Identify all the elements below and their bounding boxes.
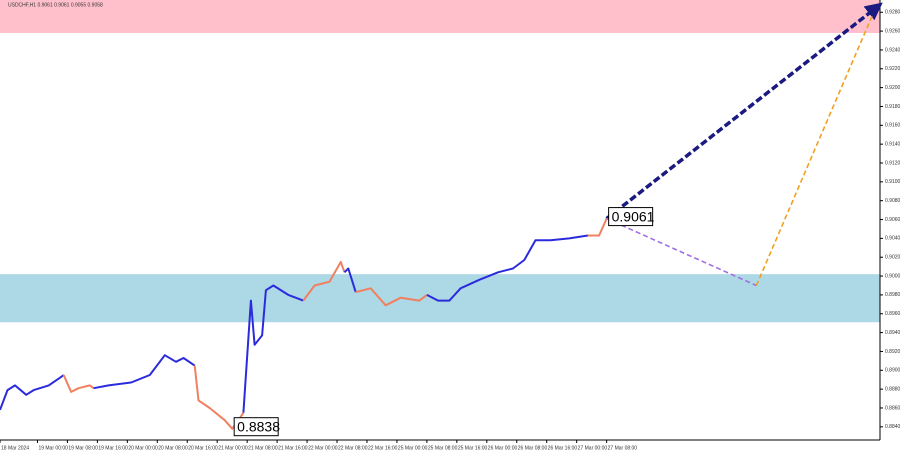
forecast-line [605,2,883,220]
y-tick-label: 0.8980 [885,292,900,298]
annotation: 0.9061 [612,208,655,224]
y-tick-label: 0.9080 [885,198,900,204]
y-tick-label: 0.8920 [885,349,900,355]
price-line [426,234,589,302]
x-tick-label: 21 Mar 16:00 [278,445,308,451]
y-tick-label: 0.9160 [885,123,900,129]
y-tick-label: 0.8940 [885,330,900,336]
y-tick-label: 0.9200 [885,85,900,91]
x-tick-label: 20 Mar 00:00 [128,445,158,451]
x-tick-label: 26 Mar 08:00 [518,445,548,451]
price-line [343,267,357,293]
annotation: 0.8838 [237,418,280,434]
y-tick-label: 0.9100 [885,179,900,185]
x-tick-label: 25 Mar 16:00 [458,445,488,451]
x-tick-label: 20 Mar 16:00 [188,445,218,451]
x-tick-label: 22 Mar 16:00 [368,445,398,451]
x-tick-label: 21 Mar 08:00 [248,445,278,451]
forecast-line [606,217,757,287]
y-tick-label: 0.8840 [885,424,900,430]
x-tick-label: 27 Mar 08:00 [608,445,638,451]
chart-title: USDCHF,H1 0.9061 0.9061 0.9055 0.9058 [8,2,103,8]
x-tick-label: 19 Mar 00:00 [38,445,68,451]
zone [0,0,880,33]
forecast-line [755,14,874,286]
annotation-box [608,207,654,227]
x-tick-label: 26 Mar 16:00 [548,445,578,451]
y-tick-label: 0.9040 [885,236,900,242]
x-tick-label: 19 Mar 16:00 [98,445,128,451]
x-tick-label: 20 Mar 08:00 [158,445,188,451]
x-tick-label: 22 Mar 08:00 [338,445,368,451]
x-tick-label: 25 Mar 08:00 [428,445,458,451]
y-tick-label: 0.9220 [885,66,900,72]
y-tick-label: 0.9240 [885,47,900,53]
annotation-box [233,417,279,437]
price-line [0,374,65,411]
price-line [93,354,196,390]
y-tick-label: 0.8880 [885,386,900,392]
y-tick-label: 0.9060 [885,217,900,223]
price-line [302,260,346,302]
price-line [587,218,608,237]
zone [0,274,880,323]
y-tick-label: 0.9120 [885,160,900,166]
x-tick-label: 27 Mar 00:00 [578,445,608,451]
x-tick-label: 22 Mar 00:00 [308,445,338,451]
y-tick-label: 0.9000 [885,273,900,279]
price-line [62,374,95,393]
y-tick-label: 0.9260 [885,28,900,34]
y-tick-label: 0.9280 [885,10,900,16]
x-tick-label: 21 Mar 00:00 [218,445,248,451]
price-line [242,284,304,413]
x-tick-label: 26 Mar 00:00 [488,445,518,451]
y-tick-label: 0.9180 [885,104,900,110]
x-tick-label: 18 Mar 2024 [1,445,29,451]
x-tick-label: 25 Mar 00:00 [398,445,428,451]
y-tick-label: 0.8900 [885,368,900,374]
y-tick-label: 0.9140 [885,141,900,147]
price-line [355,287,428,307]
y-tick-label: 0.9020 [885,255,900,261]
y-tick-label: 0.8960 [885,311,900,317]
x-tick-label: 19 Mar 08:00 [68,445,98,451]
y-tick-label: 0.8860 [885,405,900,411]
